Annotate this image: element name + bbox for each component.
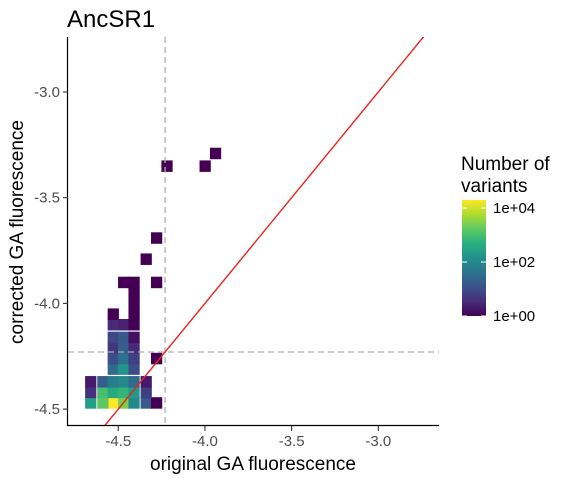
y-tick-label: -3.0: [34, 84, 60, 101]
heatmap-cell-0: [107, 397, 119, 409]
heatmap-cell-3: [85, 397, 97, 409]
reference-lines: [68, 37, 439, 426]
heatmap-cell-35: [107, 308, 119, 320]
heatmap-cell-33: [118, 318, 130, 331]
heatmap-cell-20: [118, 363, 130, 375]
heatmap-cell-25: [128, 352, 140, 365]
heatmap-cell-1: [97, 397, 109, 409]
legend-title-line-1: Number of: [461, 154, 550, 175]
heatmap-cells: [85, 147, 222, 409]
heatmap-cell-23: [107, 352, 119, 365]
heatmap-cell-31: [128, 331, 140, 344]
heatmap-cell-43: [151, 232, 163, 244]
colorbar-tick-label: 1e+04: [493, 200, 535, 217]
heatmap-cell-21: [128, 363, 140, 375]
heatmap-cell-39: [118, 276, 130, 289]
heatmap-cell-46: [209, 147, 222, 160]
heatmap-cell-37: [128, 297, 140, 310]
heatmap-cell-4: [128, 397, 140, 409]
identity-line: [103, 37, 425, 426]
colorbar-tick-label: 1e+00: [493, 308, 535, 325]
heatmap-cell-42: [140, 253, 152, 265]
heatmap-cell-22: [151, 352, 163, 365]
heatmap-cell-38: [128, 287, 140, 299]
x-tick-label: -4.0: [192, 433, 218, 450]
x-axis-title: original GA fluorescence: [150, 454, 356, 475]
y-axis-title: corrected GA fluorescence: [7, 120, 28, 344]
x-axis-ticks: -4.5 -4.0 -3.5 -3.0: [105, 426, 391, 450]
heatmap-cell-6: [151, 397, 163, 409]
x-tick-label: -3.0: [365, 433, 391, 450]
heatmap-cell-32: [107, 318, 119, 331]
heatmap-cell-44: [161, 160, 173, 172]
heatmap-cell-14: [97, 376, 109, 388]
heatmap-cell-30: [118, 331, 130, 344]
heatmap-cell-34: [128, 318, 140, 331]
x-tick-label: -3.5: [279, 433, 305, 450]
heatmap-cell-26: [107, 342, 119, 354]
heatmap-cell-24: [118, 352, 130, 365]
heatmap-cell-41: [151, 276, 163, 289]
heatmap-cell-18: [140, 376, 152, 388]
heatmap-cell-29: [107, 331, 119, 344]
chart-title: AncSR1: [67, 6, 155, 33]
legend-title-line-2: variants: [461, 176, 528, 197]
heatmap-cell-10: [118, 386, 130, 399]
heatmap-cell-5: [140, 397, 152, 409]
heatmap-cell-13: [85, 376, 97, 388]
heatmap-cell-11: [128, 386, 140, 399]
colorbar-legend: Number of variants 1e+00 1e+02 1e+04: [461, 154, 550, 325]
heatmap-cell-8: [97, 386, 109, 399]
y-tick-label: -4.5: [34, 401, 60, 418]
colorbar-tick-label: 1e+02: [493, 254, 535, 271]
colorbar-ticks: 1e+00 1e+02 1e+04: [462, 200, 535, 325]
heatmap-cell-27: [118, 342, 130, 354]
heatmap-cell-28: [128, 342, 140, 354]
heatmap-cell-36: [128, 308, 140, 320]
heatmap-cell-16: [118, 376, 130, 388]
heatmap-cell-17: [128, 376, 140, 388]
heatmap-cell-45: [199, 160, 211, 172]
heatmap-cell-12: [140, 386, 152, 399]
heatmap-cell-40: [128, 276, 140, 289]
heatmap-cell-19: [107, 363, 119, 375]
y-axis-ticks: -3.0 -3.5 -4.0 -4.5: [34, 84, 68, 418]
heatmap-cell-7: [85, 386, 97, 399]
heatmap-cell-15: [107, 376, 119, 388]
y-tick-label: -3.5: [34, 190, 60, 207]
y-tick-label: -4.0: [34, 295, 60, 312]
x-tick-label: -4.5: [105, 433, 131, 450]
heatmap-cell-9: [107, 386, 119, 399]
colorbar: [462, 200, 486, 316]
